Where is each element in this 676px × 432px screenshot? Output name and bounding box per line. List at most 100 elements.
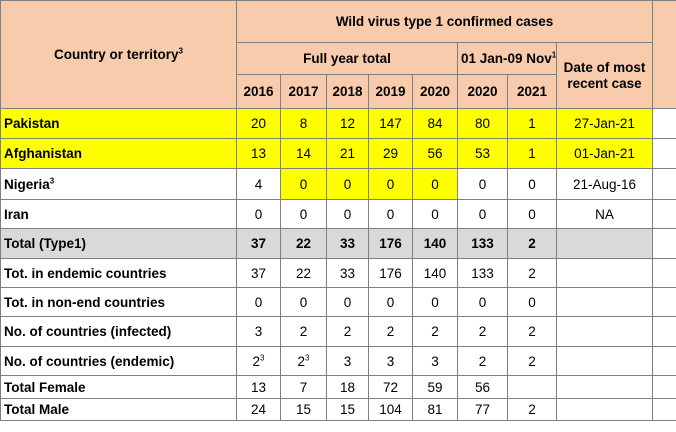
table-cell: 0: [368, 168, 413, 200]
table-cell: 81: [412, 398, 458, 421]
table-cell: 72: [368, 375, 413, 399]
table-cell: 13: [236, 138, 281, 169]
recent-case-date: 21-Aug-16: [555, 168, 654, 200]
filler-cell: [652, 168, 676, 200]
filler-cell: [652, 316, 676, 347]
table-row: Tot. in non-end countries 0 0 0 0 0 0 0: [0, 287, 676, 317]
row-label-sup: 3: [49, 176, 55, 185]
table-cell: 3: [236, 316, 281, 347]
table-cell: 104: [368, 398, 413, 421]
table-cell: [507, 375, 557, 399]
total-row: Total (Type1) 37 22 33 176 140 133 2: [0, 228, 676, 259]
table-cell: 2: [368, 316, 413, 347]
table-cell: 0: [412, 168, 458, 200]
cell-value: 2: [252, 353, 261, 369]
filler-cell: [652, 287, 676, 317]
table-cell: 29: [368, 138, 413, 169]
row-label: Afghanistan: [0, 138, 237, 169]
year-header: 2017: [280, 74, 327, 109]
table-cell: 22: [280, 258, 327, 288]
table-cell: 3: [368, 346, 413, 376]
recent-case-date: 27-Jan-21: [555, 108, 654, 139]
filler-cell: [652, 108, 676, 139]
table-cell: 0: [507, 199, 557, 229]
year-header: 2016: [236, 74, 281, 109]
table-cell: 2: [457, 346, 508, 376]
table-cell: 2: [280, 316, 327, 347]
table-cell: 18: [326, 375, 369, 399]
year-header: 2019: [368, 74, 413, 109]
row-label: Total (Type1): [0, 228, 237, 259]
table-cell: 37: [236, 228, 281, 259]
table-cell: 0: [236, 287, 281, 317]
year-header: 2018: [326, 74, 369, 109]
table-cell: 33: [326, 258, 369, 288]
table-cell: 0: [507, 168, 557, 200]
filler-cell: [652, 138, 676, 169]
table-cell: 0: [280, 287, 327, 317]
recent-case-date: [555, 258, 654, 288]
table-cell: 2: [507, 228, 557, 259]
row-label: Tot. in non-end countries: [0, 287, 237, 317]
row-label: Tot. in endemic countries: [0, 258, 237, 288]
period-label: 01 Jan-09 Nov: [461, 51, 552, 66]
cell-sup: 3: [260, 353, 265, 362]
recent-case-date: NA: [555, 199, 654, 229]
table-cell: 0: [280, 168, 327, 200]
recent-case-date: [555, 287, 654, 317]
row-label: Nigeria3: [0, 168, 237, 200]
filler-cell: [652, 398, 676, 421]
table-cell: 0: [412, 199, 458, 229]
table-cell: 133: [457, 228, 508, 259]
recent-case-header: Date of most recent case: [555, 42, 654, 109]
table-cell: 14: [280, 138, 327, 169]
table-cell: 21: [326, 138, 369, 169]
table-cell: 2: [507, 346, 557, 376]
year-header: 2021: [507, 74, 557, 109]
table-cell: 176: [368, 228, 413, 259]
table-cell: 53: [457, 138, 508, 169]
recent-case-date: [555, 398, 654, 421]
recent-case-date: [555, 346, 654, 376]
table-cell: 2: [507, 258, 557, 288]
row-label: Pakistan: [0, 108, 237, 139]
table-cell: 56: [412, 138, 458, 169]
row-label: No. of countries (endemic): [0, 346, 237, 376]
table-cell: 0: [280, 199, 327, 229]
recent-case-date: [555, 375, 654, 399]
table-cell: 2: [412, 316, 458, 347]
filler-cell: [652, 228, 676, 259]
table-cell: 77: [457, 398, 508, 421]
table-cell: 140: [412, 258, 458, 288]
table-cell: 4: [236, 168, 281, 200]
header-filler: [652, 0, 676, 109]
table-row: Total Female 13 7 18 72 59 56: [0, 375, 676, 399]
year-header: 2020: [412, 74, 458, 109]
table-cell: 2: [326, 316, 369, 347]
table-cell: 23: [236, 346, 281, 376]
table-cell: 22: [280, 228, 327, 259]
period-sup: 1: [551, 50, 557, 60]
table-cell: 23: [280, 346, 327, 376]
table-cell: 2: [457, 316, 508, 347]
table-cell: 0: [326, 287, 369, 317]
table-cell: 0: [236, 199, 281, 229]
table-cell: 0: [368, 199, 413, 229]
country-header-label: Country or territory: [54, 47, 179, 62]
filler-cell: [652, 258, 676, 288]
table-cell: 8: [280, 108, 327, 139]
table-row: No. of countries (endemic) 23 23 3 3 3 2…: [0, 346, 676, 376]
table-cell: 2: [507, 398, 557, 421]
table-cell: 0: [326, 199, 369, 229]
table-cell: 147: [368, 108, 413, 139]
table-row: Iran 0 0 0 0 0 0 0 NA: [0, 199, 676, 229]
table-cell: 80: [457, 108, 508, 139]
row-label: No. of countries (infected): [0, 316, 237, 347]
table-cell: 56: [457, 375, 508, 399]
table-cell: 0: [457, 168, 508, 200]
year-header: 2020: [457, 74, 508, 109]
table-cell: 1: [507, 108, 557, 139]
recent-case-date: [555, 316, 654, 347]
recent-case-date: [555, 228, 654, 259]
filler-cell: [652, 346, 676, 376]
